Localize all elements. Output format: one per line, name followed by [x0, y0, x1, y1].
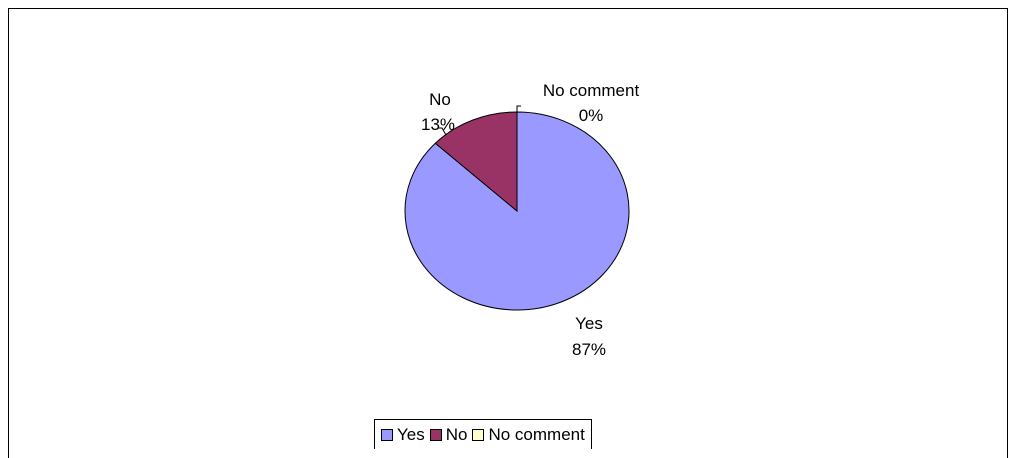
- legend-label-no-comment: No comment: [488, 424, 585, 444]
- slice-label-no-pct: 13%: [421, 115, 455, 134]
- legend-swatch-yes: [381, 428, 393, 441]
- leader-line-no: [438, 127, 447, 136]
- legend-item-no-comment: No comment: [472, 424, 585, 445]
- slice-label-yes-pct: 87%: [572, 340, 606, 359]
- pie-slice-no: [434, 111, 518, 213]
- slice-label-no-comment-name: No comment: [543, 81, 640, 100]
- slice-label-no-comment-pct: 0%: [579, 106, 604, 125]
- legend-swatch-no: [429, 428, 442, 441]
- legend-label-yes: Yes: [397, 424, 425, 444]
- leader-line-no-comment: [516, 105, 521, 112]
- slice-label-yes-name: Yes: [575, 314, 603, 333]
- slice-labels: Yes 87% No 13% No comment 0%: [421, 81, 639, 359]
- pie-slices: [404, 111, 630, 311]
- chart-area: [8, 8, 1008, 458]
- legend-item-no: No: [429, 424, 468, 445]
- leader-lines: [438, 105, 521, 136]
- legend: Yes No No comment: [374, 419, 592, 449]
- legend-swatch-no-comment: [472, 428, 485, 441]
- legend-label-no: No: [445, 424, 468, 444]
- legend-item-yes: Yes: [381, 425, 425, 445]
- slice-label-no-name: No: [429, 90, 451, 109]
